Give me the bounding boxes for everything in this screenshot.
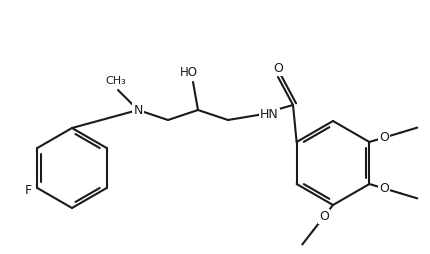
- Text: HN: HN: [260, 108, 279, 121]
- Text: F: F: [25, 183, 32, 197]
- Text: O: O: [379, 182, 389, 195]
- Text: O: O: [319, 210, 329, 223]
- Text: O: O: [273, 61, 283, 74]
- Text: CH₃: CH₃: [106, 76, 126, 86]
- Text: N: N: [133, 103, 143, 117]
- Text: HO: HO: [180, 67, 198, 80]
- Text: O: O: [379, 131, 389, 144]
